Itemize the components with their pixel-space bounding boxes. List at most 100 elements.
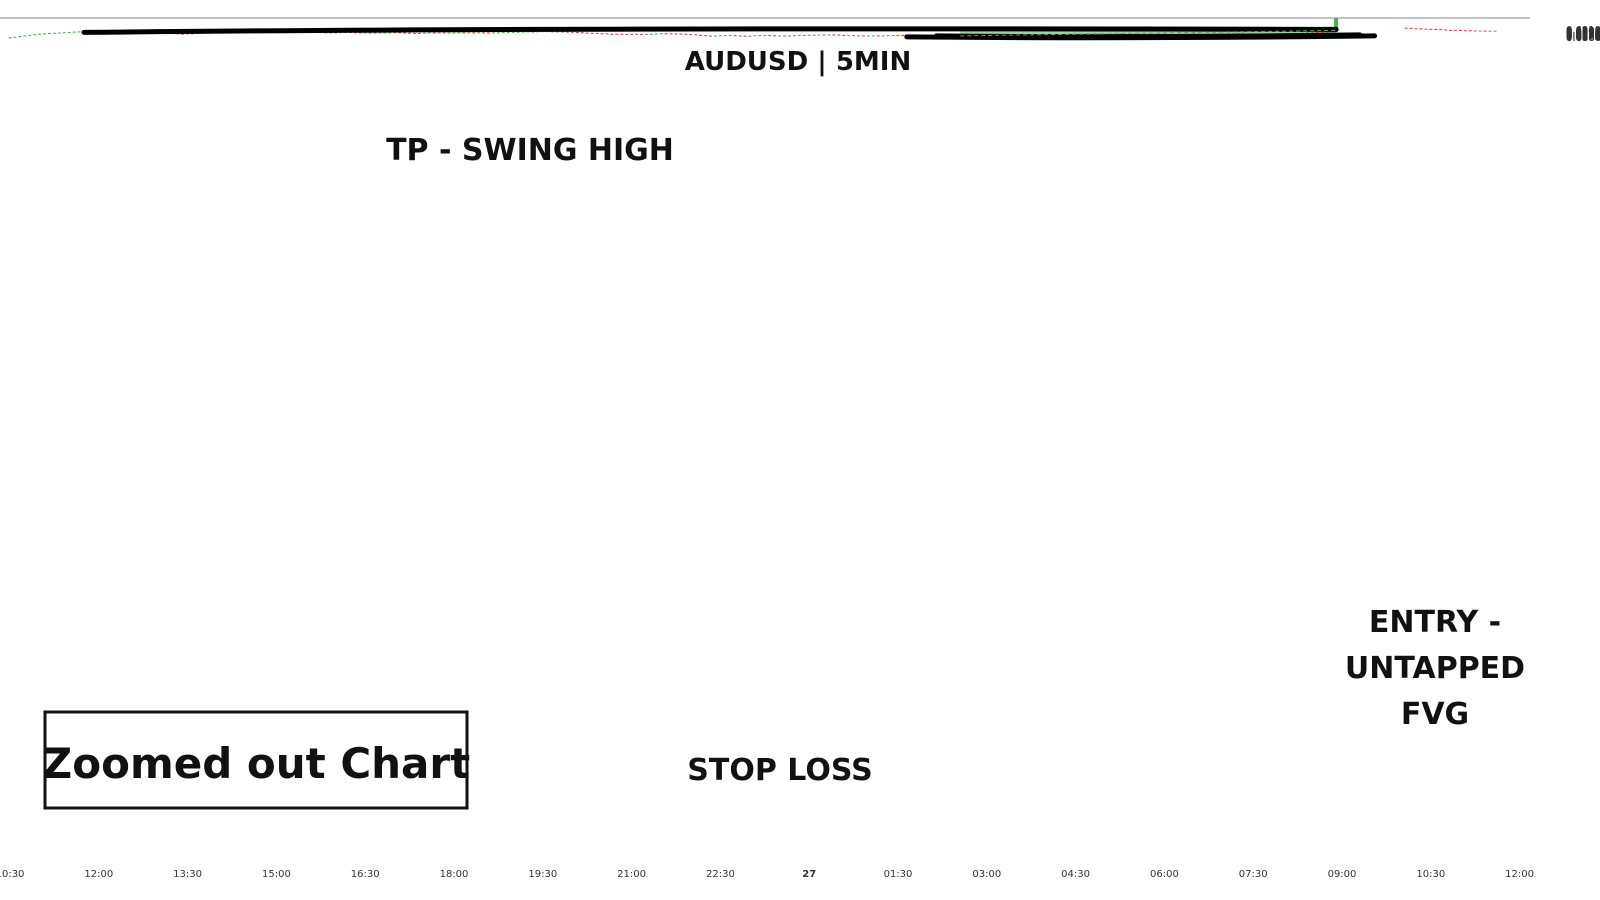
entry-label-line-1: ENTRY - bbox=[1369, 605, 1501, 640]
x-tick-label: 19:30 bbox=[528, 869, 557, 880]
candle-body bbox=[1236, 33, 1240, 35]
profit-zone bbox=[960, 30, 1337, 36]
candle-body bbox=[556, 31, 560, 33]
candle-body bbox=[501, 32, 505, 34]
candle-body bbox=[1414, 28, 1418, 30]
entry-label-line-2: UNTAPPED bbox=[1345, 651, 1525, 686]
x-tick-label: 07:30 bbox=[1239, 869, 1268, 880]
candle-body bbox=[181, 33, 185, 35]
candle-body bbox=[827, 34, 831, 36]
candle-body bbox=[738, 35, 742, 37]
candle-body bbox=[388, 32, 392, 34]
candle-body bbox=[13, 36, 17, 38]
tp-label: TP - SWING HIGH bbox=[386, 133, 674, 168]
x-tick-label: 27 bbox=[802, 869, 816, 880]
candle-body bbox=[506, 32, 510, 34]
candle-body bbox=[496, 32, 500, 34]
candle-body bbox=[644, 33, 648, 35]
candle-body bbox=[491, 32, 495, 34]
candle-body bbox=[699, 34, 703, 36]
candle-body bbox=[876, 35, 880, 37]
candle-body bbox=[832, 34, 836, 36]
candle-body bbox=[787, 35, 791, 37]
candle-body bbox=[792, 35, 796, 37]
candle-body bbox=[437, 32, 441, 34]
candle-body bbox=[457, 32, 461, 34]
x-tick-label: 09:00 bbox=[1328, 869, 1357, 880]
x-tick-label: 12:00 bbox=[1505, 869, 1534, 880]
candle-body bbox=[610, 33, 614, 35]
candle-body bbox=[43, 33, 47, 35]
candle-body bbox=[807, 34, 811, 36]
y-axis: 0.691000.690800.690400.690200.690000.689… bbox=[1566, 25, 1600, 44]
candle-body bbox=[52, 32, 56, 34]
candle-body bbox=[783, 35, 787, 37]
candle-body bbox=[630, 33, 634, 35]
candle-body bbox=[570, 31, 574, 33]
candle-body bbox=[477, 32, 481, 34]
candle-body bbox=[733, 35, 737, 37]
x-tick-label: 01:30 bbox=[884, 869, 913, 880]
candle-body bbox=[561, 31, 565, 33]
candle-body bbox=[57, 32, 61, 34]
candle-body bbox=[28, 34, 32, 36]
x-tick-label: 16:30 bbox=[351, 869, 380, 880]
candle-body bbox=[1463, 30, 1467, 32]
candle-body bbox=[408, 32, 412, 34]
candle-body bbox=[718, 35, 722, 37]
candle-body bbox=[575, 32, 579, 34]
candle-body bbox=[649, 33, 653, 35]
candle-body bbox=[38, 33, 42, 35]
candle-body bbox=[1315, 31, 1319, 33]
candle-body bbox=[516, 31, 520, 33]
candle-body bbox=[842, 34, 846, 36]
x-tick-label: 04:30 bbox=[1061, 869, 1090, 880]
candle-body bbox=[1453, 29, 1457, 31]
candle-body bbox=[1404, 27, 1408, 29]
candle-body bbox=[896, 34, 900, 36]
candle-body bbox=[625, 33, 629, 35]
candle-body bbox=[18, 36, 22, 38]
candle-body bbox=[8, 37, 12, 39]
candle-body bbox=[1429, 28, 1433, 30]
stop-loss-line bbox=[904, 33, 1378, 41]
candle-body bbox=[383, 32, 387, 34]
x-tick-label: 21:00 bbox=[617, 869, 646, 880]
candle-body bbox=[639, 33, 643, 35]
candle-body bbox=[565, 31, 569, 33]
candle-body bbox=[432, 32, 436, 34]
candle-body bbox=[373, 32, 377, 34]
candle-body bbox=[891, 35, 895, 37]
candle-body bbox=[1439, 29, 1443, 31]
candle-body bbox=[817, 34, 821, 36]
candle-body bbox=[398, 32, 402, 34]
candle-body bbox=[837, 34, 841, 36]
candle-body bbox=[659, 33, 663, 35]
candle-body bbox=[521, 31, 525, 33]
candle-body bbox=[72, 31, 76, 33]
x-tick-label: 22:30 bbox=[706, 869, 735, 880]
candle-body bbox=[1458, 29, 1462, 31]
candle-body bbox=[704, 35, 708, 37]
candle-body bbox=[585, 32, 589, 34]
x-tick-label: 06:00 bbox=[1150, 869, 1179, 880]
candle-body bbox=[802, 34, 806, 36]
candle-body bbox=[713, 35, 717, 37]
candle-body bbox=[753, 35, 757, 37]
candle-body bbox=[901, 34, 905, 36]
candle-body bbox=[674, 33, 678, 35]
candle-body bbox=[1419, 28, 1423, 30]
